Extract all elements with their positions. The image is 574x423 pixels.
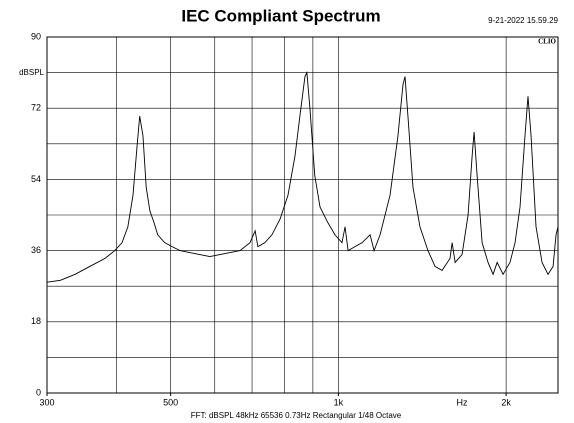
footer: FFT: dBSPL 48kHz 65536 0.73Hz Rectangula…	[191, 411, 402, 420]
y-tick-label: 90	[31, 31, 41, 41]
x-tick-label: 1k	[334, 397, 344, 407]
y-axis-label: dBSPL	[19, 68, 44, 77]
y-tick-label: 72	[31, 103, 41, 113]
brand: CLIO	[538, 38, 556, 46]
y-tick-label: 0	[36, 387, 41, 397]
y-tick-label: 36	[31, 245, 41, 255]
x-tick-label: 2k	[501, 397, 511, 407]
chart-title: IEC Compliant Spectrum	[181, 6, 380, 25]
x-axis-label: Hz	[457, 397, 468, 407]
timestamp: 9-21-2022 15.59.29	[488, 16, 558, 25]
x-tick-label: 500	[163, 397, 178, 407]
spectrum-line	[46, 70, 559, 283]
x-tick-label: 300	[39, 397, 54, 407]
y-tick-label: 18	[31, 316, 41, 326]
y-tick-label: 54	[31, 174, 41, 184]
